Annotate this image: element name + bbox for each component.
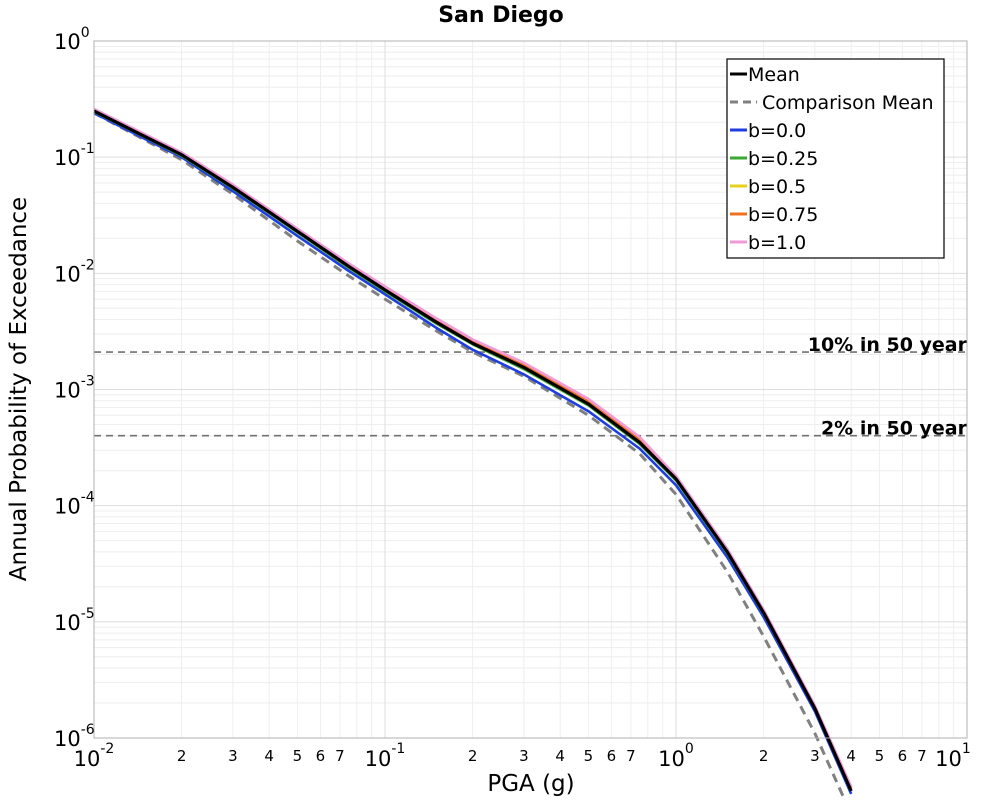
legend-label: b=0.75 <box>748 204 818 226</box>
x-minor-tick-label: 7 <box>335 747 345 765</box>
x-minor-tick-label: 3 <box>810 747 820 765</box>
y-axis-ticks: 100 10-1 10-2 10-3 10-4 10-5 10-6 <box>54 25 95 751</box>
plot-frame <box>93 40 968 739</box>
y-tick-label: 10-3 <box>54 374 95 403</box>
x-minor-tick-label: 4 <box>555 747 565 765</box>
x-tick-label: 100 <box>658 741 694 771</box>
y-axis-label: Annual Probability of Exceedance <box>6 197 32 581</box>
x-minor-tick-label: 6 <box>898 747 908 765</box>
series-line <box>93 111 847 800</box>
y-tick-label: 10-2 <box>54 257 95 286</box>
x-minor-tick-label: 3 <box>519 747 529 765</box>
y-tick-label: 10-1 <box>54 141 95 170</box>
y-tick-label: 100 <box>54 25 90 54</box>
legend-label: Mean <box>748 64 800 86</box>
x-minor-tick-label: 2 <box>177 747 187 765</box>
x-minor-tick-label: 3 <box>228 747 238 765</box>
x-tick-label: 101 <box>935 741 971 771</box>
legend-box <box>726 58 945 259</box>
x-minor-tick-label: 7 <box>917 747 927 765</box>
y-tick-label: 10-6 <box>54 722 95 751</box>
x-minor-tick-label: 5 <box>293 747 303 765</box>
y-tick-label: 10-4 <box>54 490 95 519</box>
reference-line-label: 2% in 50 year <box>821 418 968 440</box>
x-minor-tick-label: 6 <box>607 747 617 765</box>
legend-label: b=0.25 <box>748 148 818 170</box>
x-minor-tick-label: 2 <box>468 747 478 765</box>
legend-label: b=0.5 <box>748 176 806 198</box>
chart-title: San Diego <box>438 3 564 28</box>
x-axis-label: PGA (g) <box>487 771 574 797</box>
x-tick-label: 10-1 <box>365 741 406 771</box>
reference-lines: 10% in 50 year 2% in 50 year <box>94 334 968 440</box>
series-lines <box>93 107 853 800</box>
x-minor-tick-label: 4 <box>846 747 856 765</box>
series-line <box>93 111 853 795</box>
x-minor-tick-label: 4 <box>264 747 274 765</box>
x-minor-tick-label: 7 <box>626 747 636 765</box>
reference-line-label: 10% in 50 year <box>808 334 968 356</box>
x-minor-tick-label: 5 <box>875 747 885 765</box>
x-minor-tick-label: 5 <box>584 747 594 765</box>
series-line <box>93 109 853 792</box>
legend-label: b=0.0 <box>748 120 806 142</box>
x-tick-label: 10-2 <box>74 741 115 771</box>
x-minor-tick-label: 6 <box>316 747 326 765</box>
legend: Mean Comparison Mean b=0.0 b=0.25 b=0.5 b=0.7… <box>726 58 945 259</box>
x-minor-tick-label: 2 <box>759 747 769 765</box>
legend-label: Comparison Mean <box>762 92 934 114</box>
grid <box>93 40 968 739</box>
legend-label: b=1.0 <box>748 232 806 254</box>
y-tick-label: 10-5 <box>54 606 95 635</box>
